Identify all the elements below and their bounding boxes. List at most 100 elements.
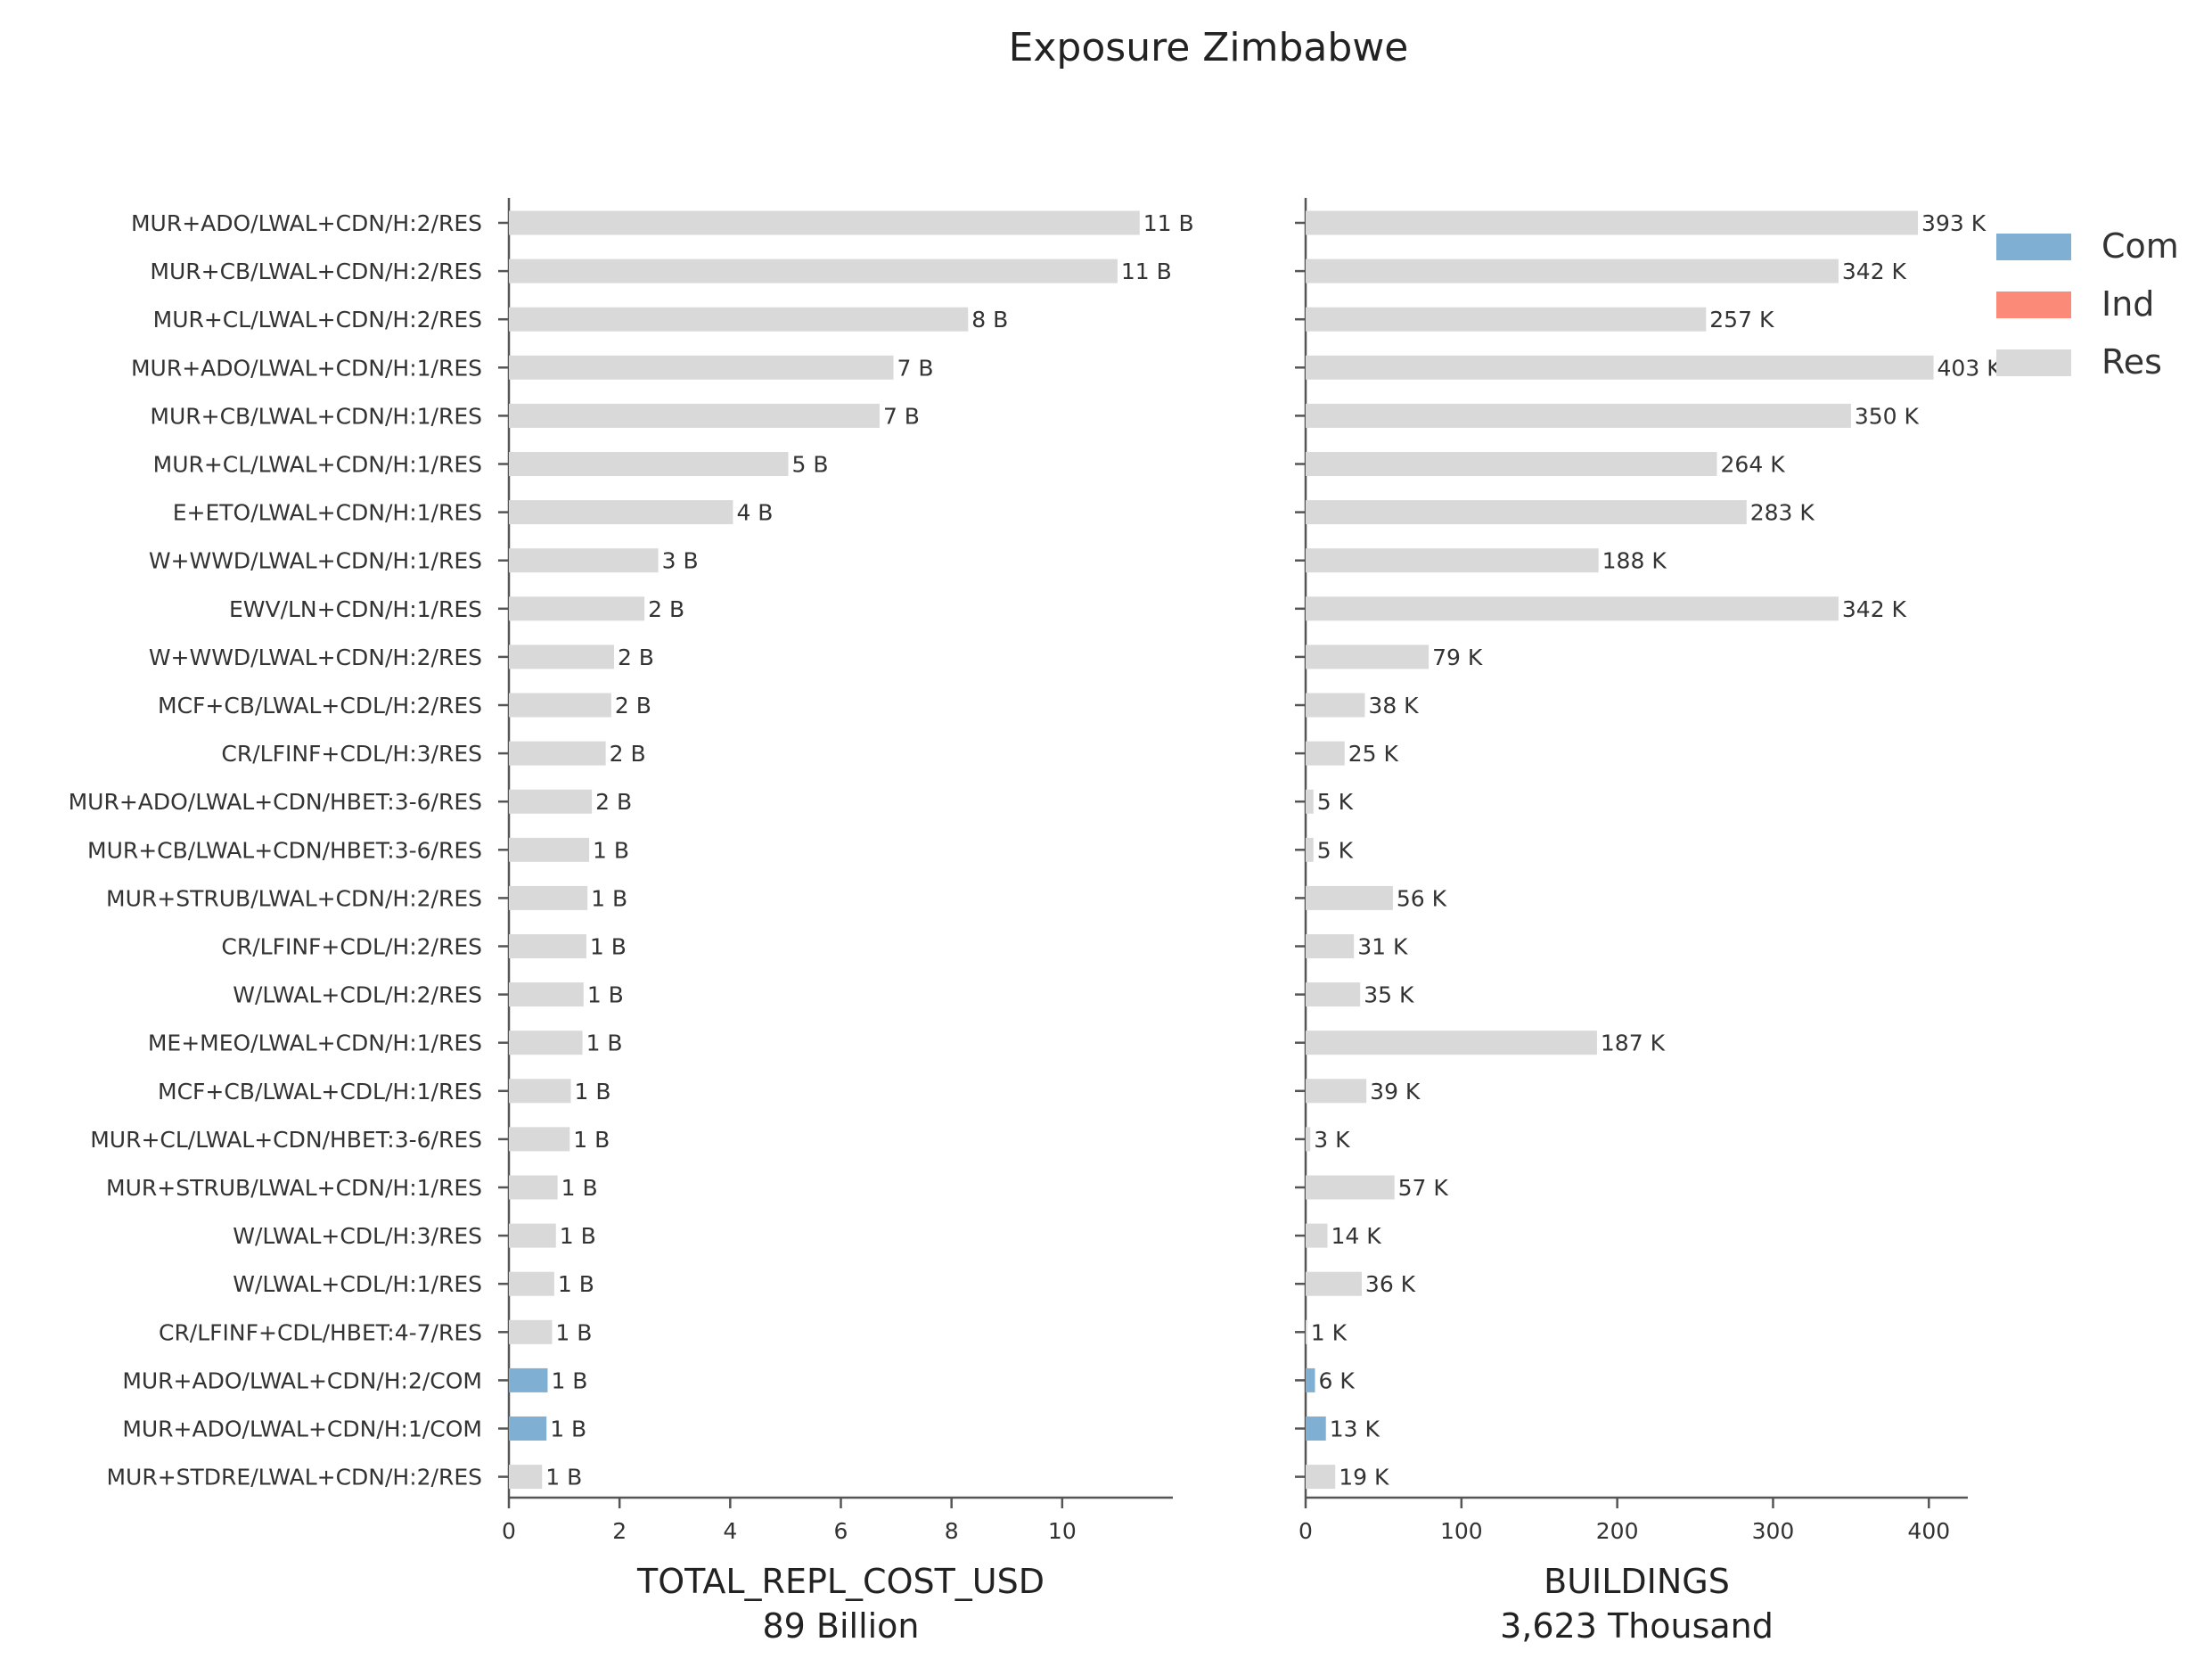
bar-res xyxy=(1306,403,1851,428)
value-label: 342 K xyxy=(1842,259,1907,284)
value-label: 1 B xyxy=(573,1127,610,1153)
category-label: EWV/LN+CDN/H:1/RES xyxy=(229,596,482,622)
category-label: MUR+STDRE/LWAL+CDN/H:2/RES xyxy=(106,1465,482,1490)
bar-res xyxy=(1306,934,1355,958)
value-label: 257 K xyxy=(1709,307,1774,333)
bar-res xyxy=(1306,1465,1336,1490)
value-label: 1 B xyxy=(560,1223,596,1249)
bar-res xyxy=(509,934,586,958)
category-label: W+WWD/LWAL+CDN/H:2/RES xyxy=(149,645,482,670)
bar-res xyxy=(509,1127,570,1152)
x-tick-label: 0 xyxy=(502,1518,516,1544)
category-label: W+WWD/LWAL+CDN/H:1/RES xyxy=(149,548,482,574)
bar-res xyxy=(509,1079,571,1104)
bar-res xyxy=(509,885,588,910)
bar-res xyxy=(509,1271,554,1296)
value-label: 264 K xyxy=(1721,452,1786,478)
bar-res xyxy=(1306,1031,1597,1055)
bar-res xyxy=(509,500,733,525)
x-tick-label: 4 xyxy=(723,1518,737,1544)
category-label: MUR+ADO/LWAL+CDN/HBET:3-6/RES xyxy=(69,789,482,815)
value-label: 283 K xyxy=(1750,500,1815,526)
legend-label-com: Com xyxy=(2101,226,2179,266)
value-label: 39 K xyxy=(1370,1079,1421,1104)
value-label: 57 K xyxy=(1398,1175,1449,1201)
x-tick-label: 200 xyxy=(1596,1518,1639,1544)
category-label: MCF+CB/LWAL+CDL/H:2/RES xyxy=(158,693,482,719)
bar-res xyxy=(1306,1271,1362,1296)
value-label: 1 K xyxy=(1311,1319,1348,1345)
bar-res xyxy=(1306,500,1747,525)
x-tick-label: 0 xyxy=(1299,1518,1313,1544)
bar-com xyxy=(1306,1367,1315,1392)
bar-res xyxy=(1306,355,1934,380)
value-label: 3 B xyxy=(662,548,699,574)
x-tick-label: 10 xyxy=(1048,1518,1077,1544)
bar-res xyxy=(509,548,659,573)
panel-cost: 0 2 4 6 8 10 MUR+ADO/LWAL+CDN/H:2/RES 11 B MUR+C… xyxy=(69,198,1194,1646)
legend-swatch-com xyxy=(1996,234,2071,260)
value-label: 1 B xyxy=(586,1031,623,1056)
bar-res xyxy=(509,307,969,332)
value-label: 1 B xyxy=(550,1417,586,1442)
bar-res xyxy=(1306,1127,1311,1152)
value-label: 2 B xyxy=(648,596,684,622)
legend-label-ind: Ind xyxy=(2101,284,2154,324)
category-label: MUR+CL/LWAL+CDN/HBET:3-6/RES xyxy=(90,1127,482,1153)
x-tick-label: 8 xyxy=(945,1518,959,1544)
value-label: 7 B xyxy=(897,355,933,381)
bar-res xyxy=(509,403,880,428)
bar-res xyxy=(1306,741,1345,766)
bar-res xyxy=(1306,307,1707,332)
bar-res xyxy=(509,1031,583,1055)
value-label: 1 B xyxy=(591,885,627,911)
value-label: 5 K xyxy=(1317,789,1354,815)
bar-res xyxy=(1306,452,1717,476)
category-label: ME+MEO/LWAL+CDN/H:1/RES xyxy=(148,1031,482,1056)
bar-res xyxy=(509,596,645,621)
bar-res xyxy=(509,789,593,814)
value-label: 36 K xyxy=(1365,1271,1416,1297)
bar-res xyxy=(509,693,611,718)
bar-res xyxy=(1306,1223,1328,1248)
value-label: 1 B xyxy=(551,1367,587,1393)
x-axis-title: TOTAL_REPL_COST_USD xyxy=(636,1562,1045,1601)
category-label: MUR+CL/LWAL+CDN/H:2/RES xyxy=(153,307,482,333)
value-label: 38 K xyxy=(1368,693,1419,719)
value-label: 1 B xyxy=(593,837,629,863)
bar-res xyxy=(509,355,894,380)
category-label: MUR+STRUB/LWAL+CDN/H:2/RES xyxy=(106,885,482,911)
legend-swatch-ind xyxy=(1996,292,2071,318)
value-label: 1 B xyxy=(555,1319,592,1345)
x-axis-title: BUILDINGS xyxy=(1544,1562,1730,1601)
bar-res xyxy=(1306,1319,1307,1344)
x-tick-label: 6 xyxy=(834,1518,848,1544)
bar-res xyxy=(509,1175,558,1200)
bar-res xyxy=(509,1465,543,1490)
category-label: MUR+ADO/LWAL+CDN/H:2/RES xyxy=(131,210,482,236)
x-tick-label: 100 xyxy=(1440,1518,1483,1544)
value-label: 187 K xyxy=(1601,1031,1666,1056)
category-label: MCF+CB/LWAL+CDL/H:1/RES xyxy=(158,1079,482,1104)
bar-res xyxy=(509,645,614,669)
bar-res xyxy=(509,210,1140,235)
value-label: 2 B xyxy=(618,645,654,670)
value-label: 350 K xyxy=(1855,403,1920,429)
category-label: MUR+ADO/LWAL+CDN/H:2/COM xyxy=(122,1367,482,1393)
x-tick-label: 2 xyxy=(612,1518,627,1544)
category-label: W/LWAL+CDL/H:1/RES xyxy=(233,1271,482,1297)
bar-res xyxy=(1306,837,1314,862)
chart-title: Exposure Zimbabwe xyxy=(1009,25,1409,70)
category-label: W/LWAL+CDL/H:3/RES xyxy=(233,1223,482,1249)
value-label: 1 B xyxy=(575,1079,611,1104)
legend-label-res: Res xyxy=(2101,342,2162,382)
value-label: 2 B xyxy=(610,741,646,767)
bar-res xyxy=(1306,982,1361,1007)
category-label: CR/LFINF+CDL/H:2/RES xyxy=(221,934,482,960)
legend-swatch-res xyxy=(1996,349,2071,376)
bar-res xyxy=(1306,1175,1395,1200)
value-label: 6 K xyxy=(1318,1367,1355,1393)
value-label: 5 K xyxy=(1317,837,1354,863)
value-label: 393 K xyxy=(1921,210,1987,236)
